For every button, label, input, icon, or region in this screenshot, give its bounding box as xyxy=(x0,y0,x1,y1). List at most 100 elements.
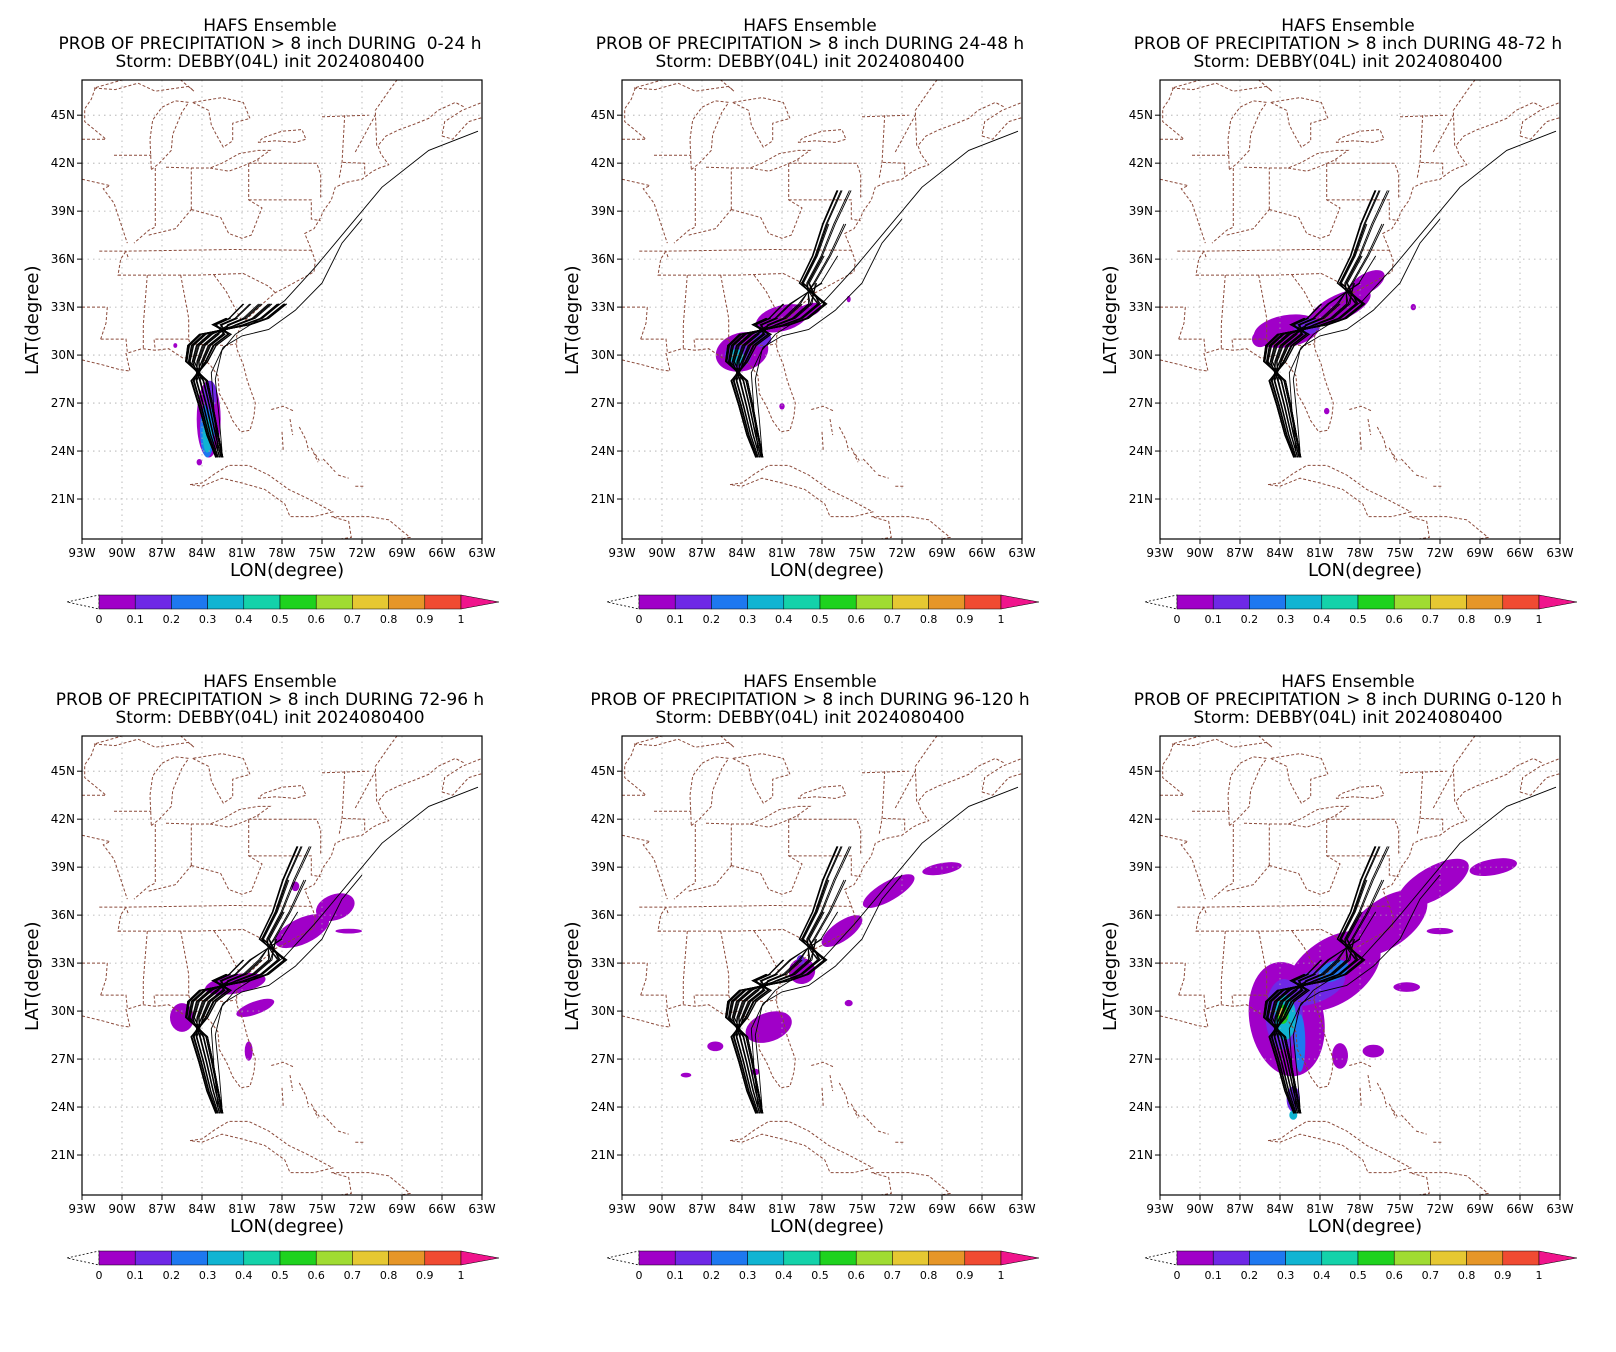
lon-tick-label: 90W xyxy=(108,1202,135,1216)
lat-tick-label: 45N xyxy=(591,108,615,122)
lon-tick-label: 69W xyxy=(1466,1202,1493,1216)
track-line xyxy=(1288,218,1441,452)
precip-area xyxy=(707,1041,724,1052)
precip-area xyxy=(1324,407,1330,415)
plot-frame xyxy=(621,735,1023,1196)
lon-tick-label: 72W xyxy=(348,1202,375,1216)
track-line xyxy=(214,130,479,452)
colorbar-swatch xyxy=(711,594,748,610)
panel-title: HAFS Ensemble xyxy=(1281,16,1415,36)
track-line xyxy=(1270,879,1385,1114)
colorbar-swatch xyxy=(134,594,172,610)
panel-subtitle: PROB OF PRECIPITATION > 8 inch DURING 0-… xyxy=(58,34,482,54)
colorbar-label: 0.3 xyxy=(199,1269,217,1282)
map-panel: HAFS Ensemble PROB OF PRECIPITATION > 8 i… xyxy=(540,0,1080,676)
ensemble-tracks xyxy=(1263,130,1557,458)
track-line xyxy=(732,879,847,1114)
colorbar-label: 0.9 xyxy=(1494,1269,1512,1282)
colorbar-swatch xyxy=(207,1250,245,1266)
colorbar-swatch xyxy=(928,1250,966,1266)
precip-area xyxy=(745,1011,792,1043)
lat-tick-label: 36N xyxy=(1129,252,1153,266)
colorbar-label: 0.3 xyxy=(1277,613,1295,626)
colorbar-label: 1 xyxy=(458,613,465,626)
colorbar-swatch xyxy=(243,594,281,610)
colorbar-swatch xyxy=(279,594,317,610)
colorbar-label: 0.3 xyxy=(199,613,217,626)
colorbar-label: 0.2 xyxy=(163,1269,181,1282)
colorbar-label: 0.3 xyxy=(739,1269,757,1282)
track-line xyxy=(733,317,770,458)
lat-tick-label: 30N xyxy=(1129,348,1153,362)
colorbar-swatch xyxy=(638,1250,676,1266)
lon-tick-label: 69W xyxy=(928,546,955,560)
track-line xyxy=(754,786,1019,1108)
track-line xyxy=(210,874,363,1108)
colorbar-label: 0.7 xyxy=(1422,613,1440,626)
lon-tick-label: 84W xyxy=(188,546,215,560)
lat-tick-label: 36N xyxy=(1129,908,1153,922)
colorbar-swatch xyxy=(315,1250,353,1266)
colorbar-swatch xyxy=(388,594,426,610)
colorbar-swatch xyxy=(424,1250,462,1266)
colorbar-swatch xyxy=(1466,594,1504,610)
track-line xyxy=(1273,190,1390,458)
lon-tick-label: 69W xyxy=(1466,546,1493,560)
lat-tick-label: 39N xyxy=(1129,860,1153,874)
lat-tick-label: 24N xyxy=(51,444,75,458)
lon-tick-label: 90W xyxy=(108,546,135,560)
colorbar-label: 0.2 xyxy=(163,613,181,626)
colorbar-swatch xyxy=(747,594,785,610)
lat-tick-label: 33N xyxy=(591,956,615,970)
x-axis-label: LON(degree) xyxy=(230,1216,345,1237)
lon-tick-label: 84W xyxy=(188,1202,215,1216)
colorbar-label: 0.5 xyxy=(811,1269,829,1282)
lon-tick-label: 63W xyxy=(1008,1202,1035,1216)
ensemble-tracks xyxy=(725,786,1019,1114)
map-panel: HAFS Ensemble PROB OF PRECIPITATION > 8 i… xyxy=(1078,656,1616,1332)
lon-tick-label: 87W xyxy=(688,1202,715,1216)
colorbar-label: 0.2 xyxy=(1241,613,1259,626)
lon-tick-label: 87W xyxy=(148,1202,175,1216)
precip-area xyxy=(821,915,863,947)
colorbar-over-arrow xyxy=(1538,1250,1578,1266)
lat-tick-label: 30N xyxy=(1129,1004,1153,1018)
colorbar-swatch xyxy=(352,1250,389,1266)
track-line xyxy=(193,317,230,458)
lat-tick-label: 21N xyxy=(51,492,75,506)
lon-tick-label: 63W xyxy=(1546,546,1573,560)
precip-area xyxy=(316,893,355,921)
lat-tick-label: 42N xyxy=(591,156,615,170)
track-line xyxy=(1271,303,1341,458)
map-svg: 93W 90W 87W 84W 81W 78W 75W 72W 69W 66W 63W 21N 24N 2… xyxy=(591,735,1040,1282)
colorbar-swatch xyxy=(674,1250,712,1266)
lon-tick-label: 66W xyxy=(1506,546,1533,560)
lon-tick-label: 75W xyxy=(308,546,335,560)
lat-tick-label: 24N xyxy=(1129,1100,1153,1114)
precip-area xyxy=(244,1041,253,1061)
track-line xyxy=(738,973,778,1114)
lon-tick-label: 93W xyxy=(68,1202,95,1216)
lon-tick-label: 75W xyxy=(848,546,875,560)
lon-tick-label: 81W xyxy=(1306,546,1333,560)
plot-frame xyxy=(81,735,483,1196)
colorbar-swatch xyxy=(98,594,136,610)
y-axis-label: LAT(degree) xyxy=(562,921,583,1031)
grid xyxy=(1160,736,1560,1195)
lon-tick-label: 66W xyxy=(968,1202,995,1216)
colorbar-swatch xyxy=(1502,1250,1540,1266)
colorbar-label: 0.1 xyxy=(666,613,684,626)
colorbar-swatch xyxy=(928,594,966,610)
colorbar-swatch xyxy=(1285,594,1323,610)
y-axis-label: LAT(degree) xyxy=(562,265,583,375)
lon-tick-label: 66W xyxy=(428,1202,455,1216)
colorbar-label: 0.4 xyxy=(235,1269,253,1282)
colorbar-label: 0.1 xyxy=(666,1269,684,1282)
panel-storm-info: Storm: DEBBY(04L) init 2024080400 xyxy=(1193,52,1503,72)
lon-tick-label: 87W xyxy=(1226,546,1253,560)
colorbar-swatch xyxy=(819,594,857,610)
colorbar-label: 0.1 xyxy=(1204,613,1222,626)
panel-storm-info: Storm: DEBBY(04L) init 2024080400 xyxy=(655,708,965,728)
colorbar-label: 0 xyxy=(1174,613,1181,626)
track-line xyxy=(192,303,260,458)
